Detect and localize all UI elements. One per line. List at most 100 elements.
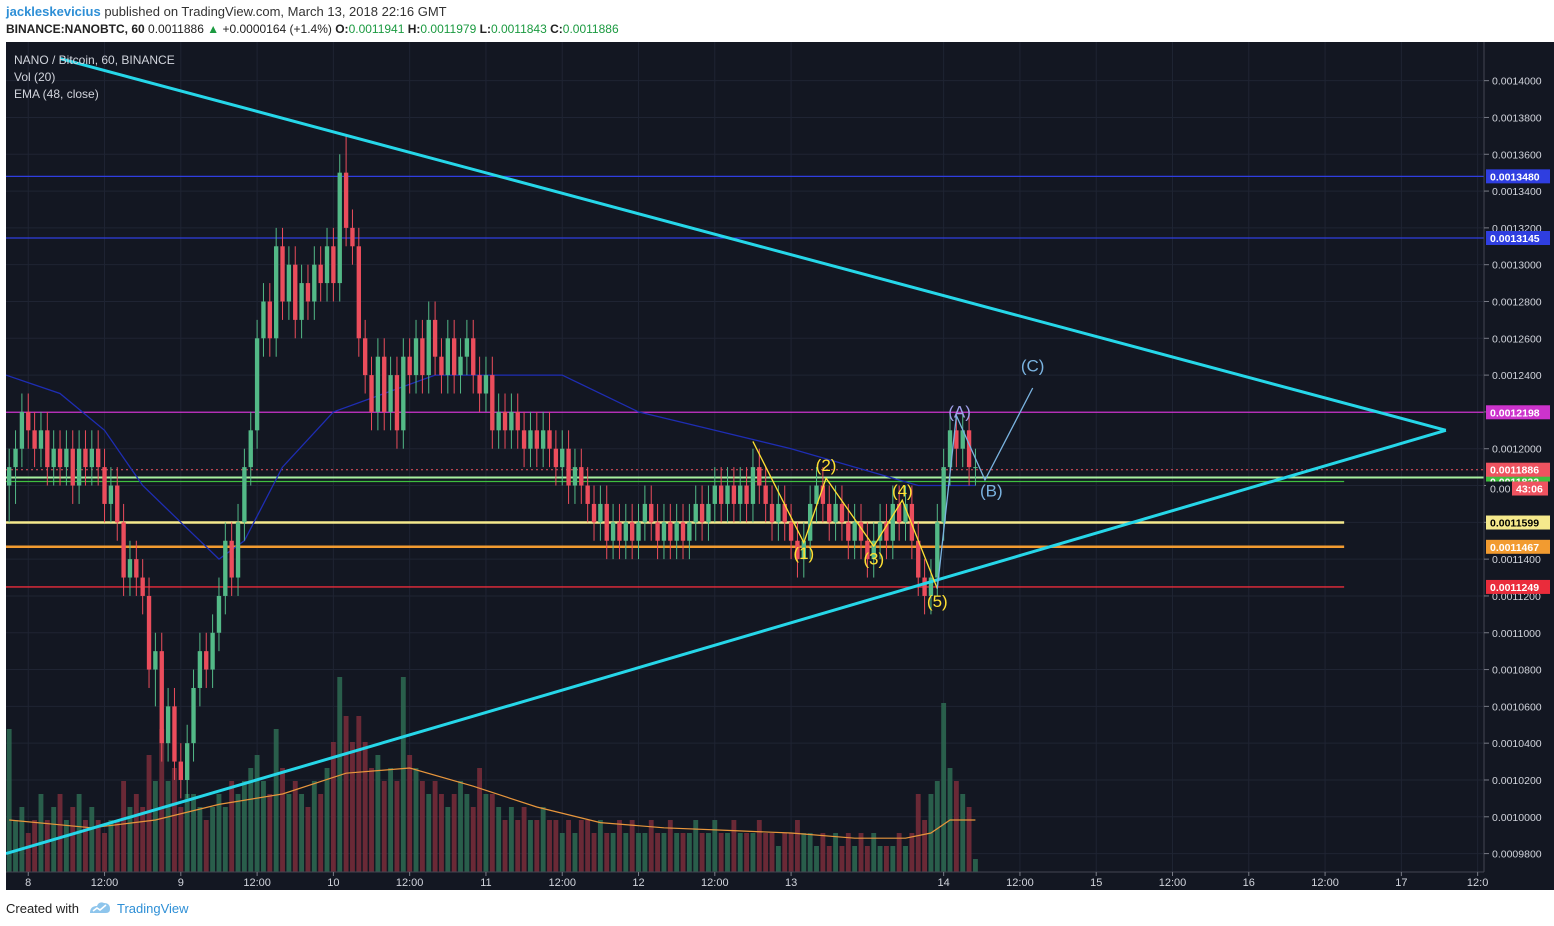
time-tick-label: 12:0: [1467, 877, 1488, 889]
candle-body: [865, 540, 870, 560]
volume-bar: [667, 820, 673, 872]
volume-bar: [674, 833, 680, 872]
corrective-wave-path: [936, 387, 1034, 589]
price-tick-label: 0.0010800: [1492, 665, 1542, 677]
volume-bar: [330, 742, 336, 872]
candle-body: [534, 430, 539, 449]
candle-body: [528, 430, 533, 449]
time-tick-label: 12:00: [396, 877, 424, 889]
candle-body: [191, 687, 196, 744]
trendline: [59, 57, 1447, 432]
price-tick-label: 0.0013600: [1492, 149, 1542, 161]
volume-bar: [407, 755, 413, 872]
volume-bar: [852, 846, 858, 872]
publish-header: jackleskevicius published on TradingView…: [6, 4, 447, 19]
candle-body: [515, 411, 520, 431]
volume-bar: [890, 846, 896, 872]
candle-body: [464, 338, 470, 357]
candle-body: [903, 503, 908, 523]
volume-bar: [775, 846, 781, 872]
candle-body: [731, 485, 737, 504]
volume-bar: [737, 833, 743, 872]
candle-body: [560, 448, 565, 468]
up-arrow-icon: ▲: [207, 22, 220, 36]
price-axis[interactable]: 0.0014000 0.0013800 0.0013600 0.0013400 0.00…: [1483, 42, 1550, 872]
volume-bar: [636, 833, 641, 872]
candle-body: [896, 503, 902, 523]
candle-body: [26, 411, 31, 431]
low-value: 0.0011843: [490, 22, 547, 36]
time-tick-label: 12:00: [701, 877, 729, 889]
trendlines: [6, 57, 1447, 856]
candle-body: [369, 375, 374, 412]
candle-body: [877, 522, 883, 541]
candle-body: [814, 485, 819, 504]
candle-body: [483, 375, 489, 394]
candle-body: [820, 485, 826, 504]
published-text: published on TradingView.com, March 13, …: [104, 4, 447, 19]
price-tick-label: 0.0013400: [1492, 186, 1542, 198]
candle-body: [521, 430, 527, 449]
candle-body: [572, 467, 578, 486]
candle-body: [941, 467, 946, 523]
candle-body: [668, 522, 673, 541]
volume-bar: [172, 768, 177, 872]
candle-body: [598, 503, 603, 523]
volume-bar: [922, 820, 928, 872]
candle-body: [718, 485, 724, 504]
volume-bar: [305, 807, 311, 872]
volume-bar: [369, 768, 374, 872]
volume-bar: [731, 820, 737, 872]
candle-body: [788, 522, 794, 541]
candle-body: [343, 172, 349, 228]
volume-bar: [610, 833, 616, 872]
time-tick-label: 12:00: [243, 877, 271, 889]
candle-body: [172, 706, 177, 762]
time-tick-label: 12:00: [548, 877, 576, 889]
volume-bar: [121, 781, 127, 872]
volume-bar: [445, 807, 451, 872]
chart-background: [6, 42, 1484, 872]
volume-bar: [210, 807, 216, 872]
volume-bar: [337, 677, 343, 872]
volume-bar: [769, 833, 775, 872]
candle-body: [451, 338, 457, 376]
candle-body: [267, 301, 272, 339]
candle-body: [629, 522, 635, 541]
candle-body: [159, 651, 164, 744]
price-level-badge: [1486, 579, 1550, 594]
wave-label: (C): [1021, 356, 1045, 375]
volume-bar: [470, 807, 476, 872]
candle-body: [610, 522, 616, 541]
author-link[interactable]: jackleskevicius: [6, 4, 101, 19]
candle-body: [471, 338, 476, 376]
volume-bar: [642, 833, 648, 872]
candle-body: [242, 467, 247, 523]
time-axis-background: [6, 872, 1484, 890]
time-axis[interactable]: 8 12:00 9 12:00 10 12:00 11 12:00 12 12:00 13 14 12:…: [6, 871, 1488, 889]
time-tick-label: 14: [938, 877, 950, 889]
volume-bar: [114, 820, 120, 872]
time-tick-label: 8: [25, 877, 31, 889]
candle-body: [922, 577, 927, 596]
price-level-badge-label: 0.0013145: [1490, 233, 1540, 245]
volume-bar: [388, 768, 394, 872]
volume-bars: [6, 677, 978, 872]
volume-bar: [706, 833, 711, 872]
volume-bar: [597, 820, 603, 872]
volume-bar: [197, 807, 203, 872]
candle-body: [13, 448, 18, 468]
wave-label: (2): [816, 456, 837, 475]
open-label: O:: [335, 22, 349, 36]
low-label: L:: [479, 22, 491, 36]
price-tick-label: 0.0012400: [1492, 370, 1542, 382]
tradingview-link[interactable]: TradingView: [117, 901, 189, 916]
price-level-badge-label: 0.0011599: [1490, 518, 1539, 530]
last-price-badge: [1486, 462, 1550, 477]
volume-bar: [458, 781, 463, 872]
price-chart[interactable]: (1)(2)(3)(4)(5)(A)(B)(C) 0.00140000.0013…: [6, 42, 1554, 890]
time-tick-label: 12:00: [1159, 877, 1187, 889]
candle-body: [699, 503, 705, 523]
candle-body: [362, 338, 368, 376]
candle-body: [153, 651, 158, 670]
